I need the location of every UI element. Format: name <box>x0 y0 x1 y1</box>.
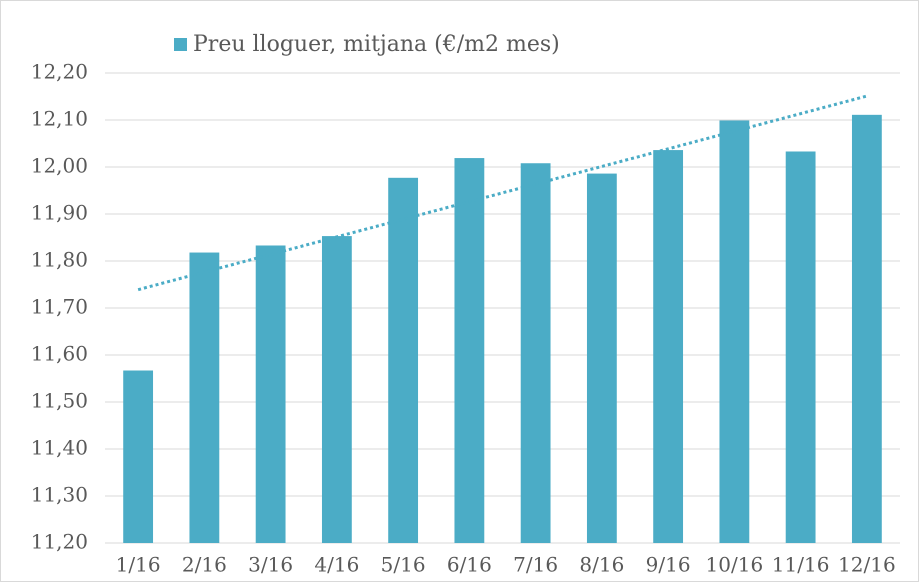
x-tick-label: 4/16 <box>314 553 359 577</box>
x-tick-label: 3/16 <box>248 553 293 577</box>
x-tick-label: 5/16 <box>381 553 426 577</box>
x-tick-label: 9/16 <box>646 553 691 577</box>
y-tick-label: 11,20 <box>31 530 88 554</box>
x-tick-label: 11/16 <box>772 553 830 577</box>
y-tick-label: 11,50 <box>31 389 88 413</box>
y-tick-label: 11,70 <box>31 295 88 319</box>
y-tick-label: 11,40 <box>31 436 88 460</box>
x-tick-label: 1/16 <box>116 553 161 577</box>
y-tick-label: 12,10 <box>31 107 88 131</box>
y-tick-label: 11,30 <box>31 483 88 507</box>
bar <box>189 252 220 544</box>
legend-swatch <box>174 38 187 51</box>
x-tick-label: 8/16 <box>579 553 624 577</box>
x-tick-label: 7/16 <box>513 553 558 577</box>
bar <box>123 370 154 543</box>
bar <box>388 177 419 543</box>
legend-label: Preu lloguer, mitjana (€/m2 mes) <box>193 32 560 57</box>
bar <box>851 114 882 543</box>
bar <box>454 158 485 543</box>
y-tick-label: 11,80 <box>31 248 88 272</box>
x-tick-label: 6/16 <box>447 553 492 577</box>
x-tick-label: 2/16 <box>182 553 227 577</box>
bar <box>785 151 816 544</box>
bar <box>653 150 684 543</box>
bar <box>255 245 286 544</box>
bar <box>586 173 617 543</box>
y-tick-label: 12,20 <box>31 60 88 84</box>
bar <box>321 236 352 543</box>
y-tick-label: 11,60 <box>31 342 88 366</box>
x-tick-label: 10/16 <box>706 553 764 577</box>
y-tick-label: 11,90 <box>31 201 88 225</box>
bar <box>719 120 750 543</box>
bar <box>520 163 551 544</box>
y-tick-label: 12,00 <box>31 154 88 178</box>
x-tick-label: 12/16 <box>838 553 896 577</box>
